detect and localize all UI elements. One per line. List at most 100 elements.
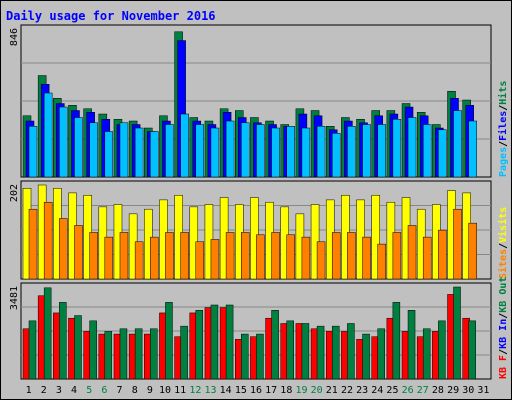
bar-kb-out-day-9 [150, 328, 158, 380]
bar-kb-out-day-28 [438, 320, 446, 380]
bar-pages-day-16 [256, 124, 265, 178]
bar-kb-out-day-7 [119, 328, 128, 380]
bar-sites-day-8 [134, 241, 144, 280]
x-tick-label-day-29: 29 [447, 385, 459, 396]
x-tick-label-day-12: 12 [189, 385, 201, 396]
x-tick-label-day-21: 21 [326, 385, 338, 396]
bar-pages-day-26 [407, 117, 417, 178]
bar-sites-day-27 [422, 236, 432, 280]
legend-entry: Hits [497, 81, 509, 105]
x-tick-label-day-31: 31 [477, 385, 489, 396]
bar-sites-day-11 [180, 232, 189, 280]
bar-sites-day-29 [453, 208, 462, 280]
x-tick-label-day-23: 23 [356, 385, 368, 396]
bar-kb-out-day-14 [225, 304, 234, 380]
bar-pages-day-22 [347, 126, 356, 178]
x-tick-label-day-10: 10 [159, 385, 171, 396]
bar-sites-day-25 [392, 232, 402, 280]
bar-kb-out-day-13 [210, 304, 219, 380]
bar-sites-day-4 [74, 225, 83, 280]
legend-entry: Visits [497, 207, 509, 243]
bar-sites-day-30 [468, 222, 477, 280]
bar-pages-day-11 [180, 113, 189, 178]
bar-sites-day-1 [28, 208, 38, 280]
legend-entry: Pages [498, 147, 509, 177]
bar-kb-out-day-10 [165, 302, 173, 380]
bar-pages-day-29 [453, 110, 462, 178]
bar-sites-day-26 [407, 225, 417, 280]
bar-pages-day-3 [59, 106, 68, 178]
bar-pages-day-27 [422, 124, 432, 178]
x-tick-label-day-5: 5 [86, 385, 92, 396]
bar-kb-out-day-27 [422, 328, 431, 380]
bar-visits-day-24 [371, 194, 380, 280]
bar-kb-out-day-20 [316, 325, 325, 380]
series-legend-label: Pages/Files/Hits [497, 81, 509, 177]
bar-sites-day-19 [301, 236, 311, 280]
bar-pages-day-30 [468, 120, 477, 178]
x-tick-label-day-30: 30 [462, 385, 474, 396]
bar-pages-day-12 [195, 124, 205, 178]
bar-pages-day-10 [165, 124, 174, 178]
legend-entry: / [498, 243, 509, 249]
bar-kb-out-day-22 [347, 323, 355, 380]
bar-pages-day-21 [331, 133, 341, 178]
bar-sites-day-10 [165, 232, 174, 280]
x-tick-label-day-24: 24 [371, 385, 383, 396]
x-tick-label-day-28: 28 [432, 385, 444, 396]
bar-kb-out-day-11 [180, 325, 188, 380]
bar-pages-day-8 [134, 127, 144, 178]
bar-sites-day-15 [241, 232, 250, 280]
x-tick-label-day-25: 25 [386, 385, 398, 396]
legend-entry: Files [497, 111, 509, 141]
x-tick-label-day-11: 11 [174, 385, 186, 396]
bar-pages-day-5 [89, 122, 98, 178]
x-tick-label-day-6: 6 [101, 385, 107, 396]
x-tick-label-day-3: 3 [56, 385, 62, 396]
x-tick-label-day-7: 7 [117, 385, 123, 396]
bar-kb-out-day-25 [392, 302, 401, 380]
bar-pages-day-25 [392, 119, 402, 178]
x-tick-label-day-13: 13 [204, 385, 216, 396]
x-tick-label-day-16: 16 [250, 385, 262, 396]
bar-sites-day-22 [347, 232, 356, 280]
y-max-tick-label: 846 [9, 28, 20, 46]
x-tick-label-day-18: 18 [280, 385, 292, 396]
y-max-tick-label: 202 [9, 184, 20, 202]
chart-title: Daily usage for November 2016 [6, 9, 216, 23]
bar-sites-day-17 [271, 232, 280, 280]
legend-entry: Sites [497, 249, 509, 279]
legend-entry: / [498, 105, 509, 111]
bar-sites-day-21 [331, 232, 341, 280]
bar-kb-out-day-23 [362, 333, 370, 380]
series-legend-label: Sites/Visits [497, 207, 509, 279]
bar-sites-day-5 [89, 232, 98, 280]
bar-pages-day-4 [74, 117, 83, 178]
bar-kb-out-day-16 [256, 333, 264, 380]
y-max-tick-label: 3481 [9, 286, 20, 310]
bar-sites-day-12 [195, 241, 205, 280]
bar-kb-out-day-29 [453, 286, 461, 380]
bar-kb-out-day-2 [43, 287, 52, 380]
x-tick-label-day-4: 4 [71, 385, 77, 396]
bar-pages-day-6 [104, 131, 114, 178]
bar-kb-out-day-12 [195, 310, 204, 380]
legend-entry: KB Out [498, 277, 509, 313]
bar-pages-day-18 [286, 126, 295, 178]
bar-sites-day-7 [119, 232, 129, 280]
bar-pages-day-15 [241, 122, 250, 178]
legend-entry: / [498, 313, 509, 319]
bar-sites-day-9 [150, 236, 159, 280]
bar-pages-day-17 [271, 127, 280, 178]
x-tick-label-day-9: 9 [147, 385, 153, 396]
bar-kb-out-day-1 [28, 320, 37, 380]
bar-kb-out-day-6 [104, 331, 113, 380]
bar-pages-day-28 [438, 129, 447, 178]
bar-kb-out-day-19 [301, 323, 310, 380]
bar-kb-out-day-18 [286, 320, 294, 380]
bar-pages-day-7 [119, 122, 129, 178]
bar-pages-day-9 [150, 131, 159, 178]
bar-pages-day-19 [301, 127, 311, 178]
bar-kb-out-day-21 [331, 325, 340, 380]
